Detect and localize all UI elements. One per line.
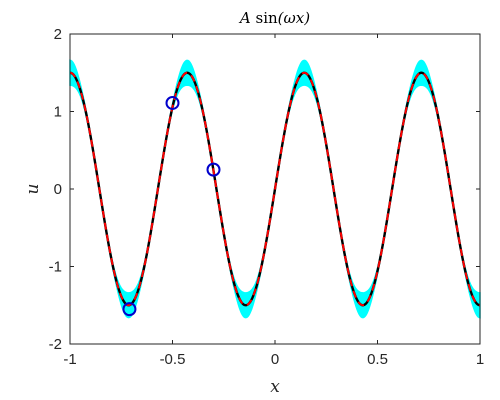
series-line-dashed [69, 71, 481, 307]
y-tick-label: 0 [54, 181, 62, 198]
data-point [206, 162, 221, 177]
data-point [122, 302, 137, 317]
x-tick-label: -0.5 [160, 351, 186, 368]
x-tick-label: 0 [271, 351, 279, 368]
y-tick-label: -1 [49, 259, 62, 276]
x-tick-label: -1 [63, 351, 76, 368]
x-tick-label: 0.5 [367, 351, 388, 368]
y-tick-label: -2 [49, 336, 62, 353]
line-layer [69, 71, 481, 307]
y-axis-label: u [23, 184, 43, 195]
x-tick-label: 1 [476, 351, 484, 368]
y-tick-label: 1 [54, 104, 62, 121]
y-tick-label: 2 [54, 26, 62, 43]
x-axis-label: x [270, 377, 280, 397]
point-layer [122, 95, 221, 317]
data-point [165, 95, 180, 110]
chart-title: A sin(ωx) [238, 9, 310, 27]
